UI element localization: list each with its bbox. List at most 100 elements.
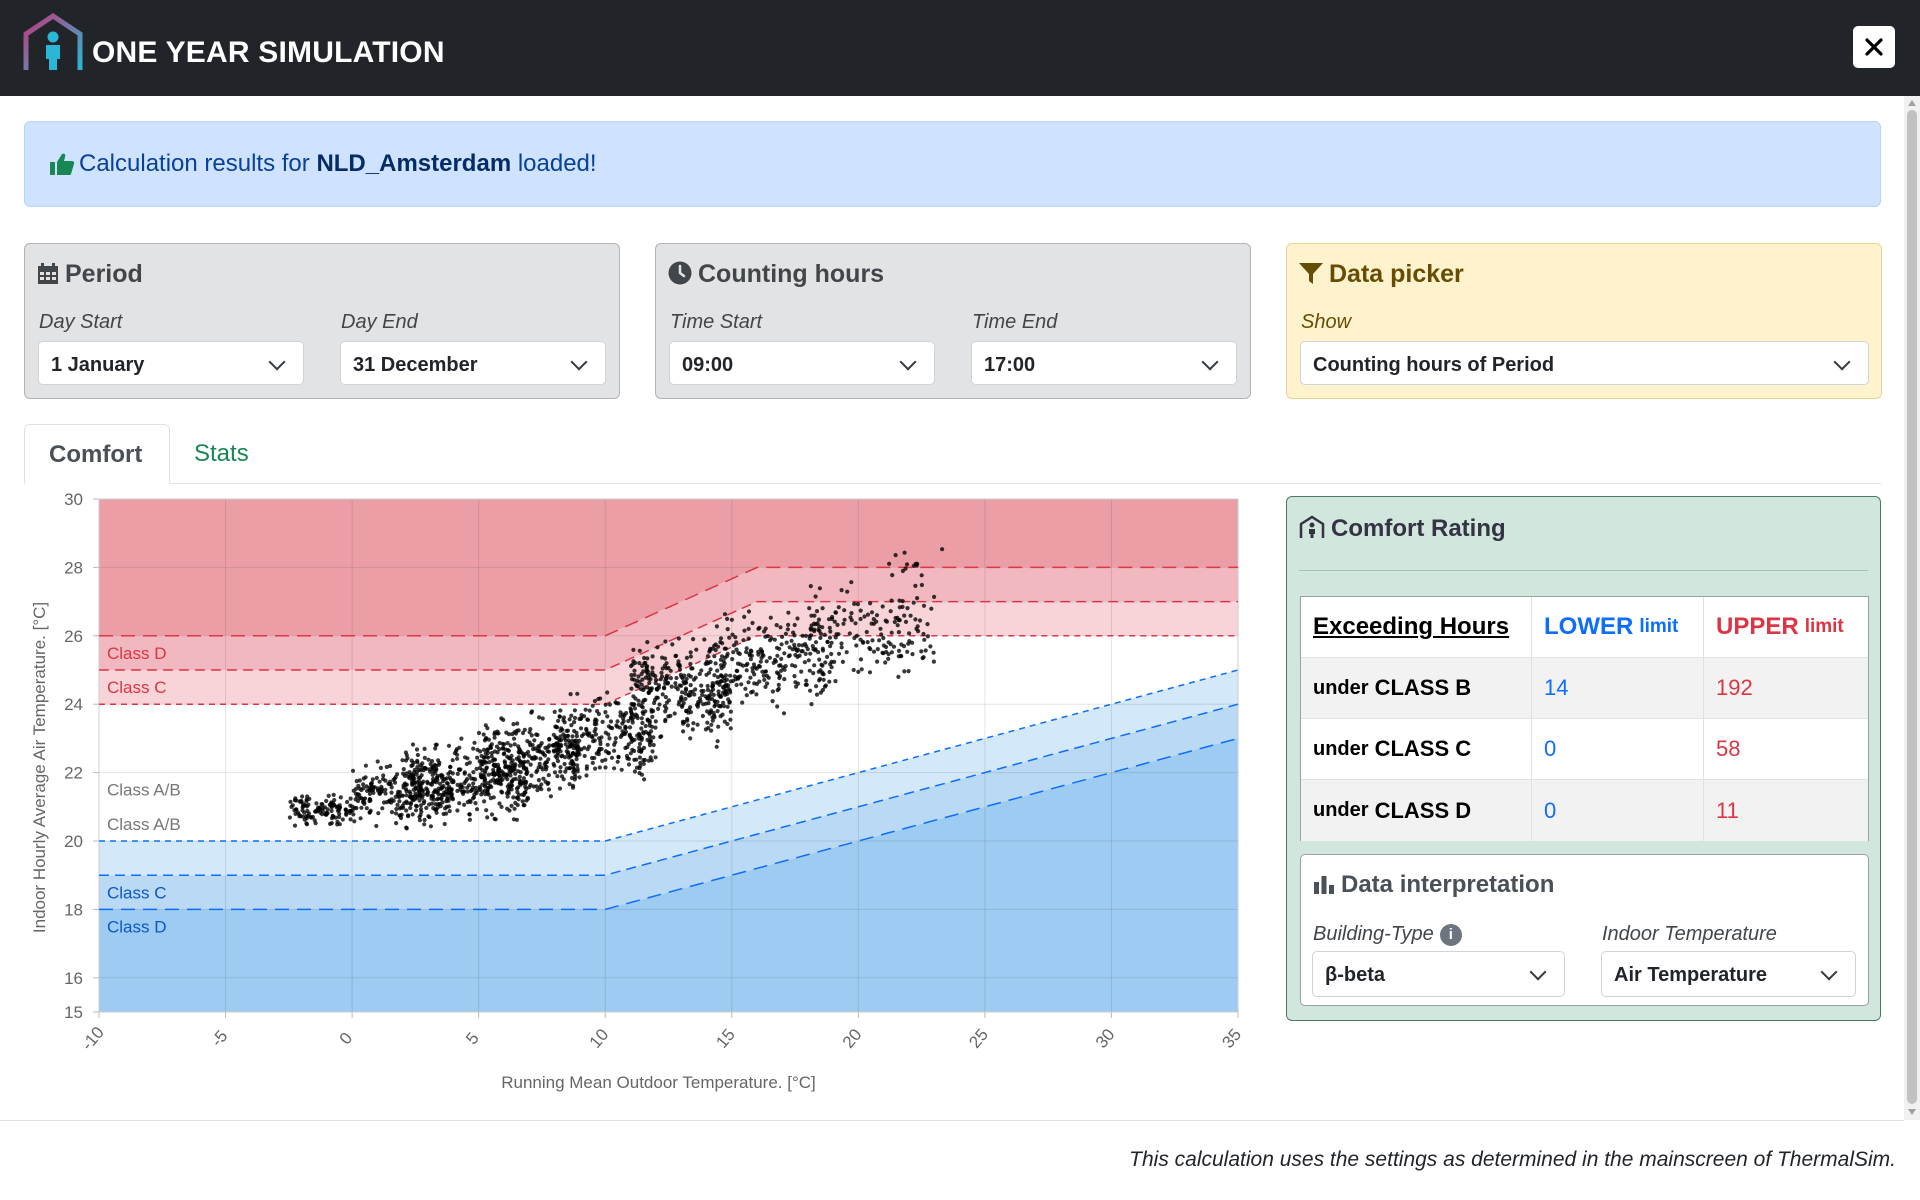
data-point: [757, 664, 763, 669]
data-point: [547, 737, 552, 742]
data-point: [422, 822, 427, 827]
data-point: [800, 649, 805, 654]
data-point: [415, 752, 420, 758]
data-point: [572, 768, 577, 773]
data-point: [345, 799, 350, 805]
scrollbar[interactable]: [1904, 96, 1920, 1120]
data-point: [467, 817, 472, 822]
tab-comfort[interactable]: Comfort: [24, 424, 170, 484]
data-point: [819, 662, 824, 667]
data-point: [867, 645, 872, 651]
data-point: [566, 738, 571, 743]
data-point: [660, 666, 665, 671]
data-point: [790, 647, 795, 652]
data-point: [686, 673, 691, 678]
data-point: [820, 687, 826, 693]
data-point: [472, 740, 477, 745]
day-end-select[interactable]: 31 December: [340, 341, 606, 385]
data-point: [919, 649, 924, 654]
data-point: [416, 789, 422, 794]
time-end-select[interactable]: 17:00: [971, 341, 1237, 385]
data-point: [622, 731, 628, 737]
data-point: [651, 709, 656, 714]
day-start-select[interactable]: 1 January: [38, 341, 304, 385]
boundary-upper-D: [99, 566, 1238, 637]
data-point: [381, 773, 386, 778]
data-point: [662, 663, 668, 668]
chevron-down-icon: [1529, 963, 1547, 981]
y-tick-label: 28: [64, 558, 83, 577]
data-point: [399, 805, 404, 810]
scroll-down-arrow[interactable]: [1908, 1109, 1916, 1115]
data-point: [389, 810, 395, 815]
data-point: [530, 743, 535, 748]
data-point: [425, 791, 430, 796]
data-point: [615, 719, 620, 724]
data-point: [668, 676, 674, 681]
data-point: [569, 713, 574, 718]
calendar-icon: [38, 263, 58, 284]
data-point: [858, 608, 863, 613]
indoor-temperature-select[interactable]: Air Temperature: [1601, 951, 1856, 997]
data-point: [681, 729, 686, 734]
data-point: [905, 606, 910, 611]
y-tick-label: 15: [64, 1003, 83, 1022]
data-point: [902, 550, 907, 555]
data-point: [768, 615, 773, 620]
info-icon[interactable]: i: [1439, 924, 1462, 946]
data-point: [391, 777, 396, 782]
data-point: [874, 619, 879, 624]
data-point: [375, 759, 380, 764]
data-point: [522, 759, 527, 765]
data-point: [371, 790, 376, 795]
close-button[interactable]: [1853, 26, 1895, 68]
data-point: [692, 692, 697, 697]
data-point: [913, 583, 918, 588]
x-tick-label: 10: [586, 1025, 613, 1052]
data-point: [404, 826, 409, 831]
data-point: [397, 789, 402, 795]
data-point: [719, 654, 725, 659]
data-point: [625, 756, 630, 761]
scroll-up-arrow[interactable]: [1908, 100, 1916, 106]
scroll-thumb[interactable]: [1907, 110, 1917, 1104]
data-point: [865, 640, 870, 645]
data-point: [411, 787, 416, 792]
data-point: [836, 651, 842, 656]
data-point: [587, 744, 592, 749]
data-point: [645, 717, 650, 722]
data-point: [683, 696, 688, 701]
data-point: [446, 804, 452, 809]
data-point: [643, 660, 648, 665]
data-point: [677, 699, 682, 704]
data-point: [690, 727, 695, 732]
data-point: [544, 760, 550, 765]
tab-stats[interactable]: Stats: [194, 440, 249, 467]
data-point: [697, 671, 702, 677]
data-point: [650, 665, 655, 670]
data-point: [746, 609, 752, 614]
data-point: [514, 817, 520, 822]
band-label: Class C: [107, 883, 167, 902]
data-point: [520, 730, 526, 736]
data-point: [565, 733, 570, 739]
data-point: [750, 689, 755, 694]
data-point: [429, 759, 435, 764]
data-point: [716, 689, 721, 694]
data-point: [484, 766, 489, 771]
show-select[interactable]: Counting hours of Period: [1300, 341, 1869, 385]
data-point: [481, 747, 487, 752]
data-point: [730, 632, 735, 637]
data-point: [902, 613, 907, 618]
time-start-select[interactable]: 09:00: [669, 341, 935, 385]
band-label: Class D: [107, 644, 167, 663]
data-point: [923, 648, 928, 653]
data-point: [890, 573, 895, 578]
data-point: [471, 746, 476, 751]
building-type-select[interactable]: β-beta: [1312, 951, 1565, 997]
data-point: [561, 777, 566, 782]
data-point: [744, 693, 749, 698]
data-point: [705, 687, 711, 692]
data-point: [329, 808, 334, 813]
data-point: [891, 644, 897, 649]
